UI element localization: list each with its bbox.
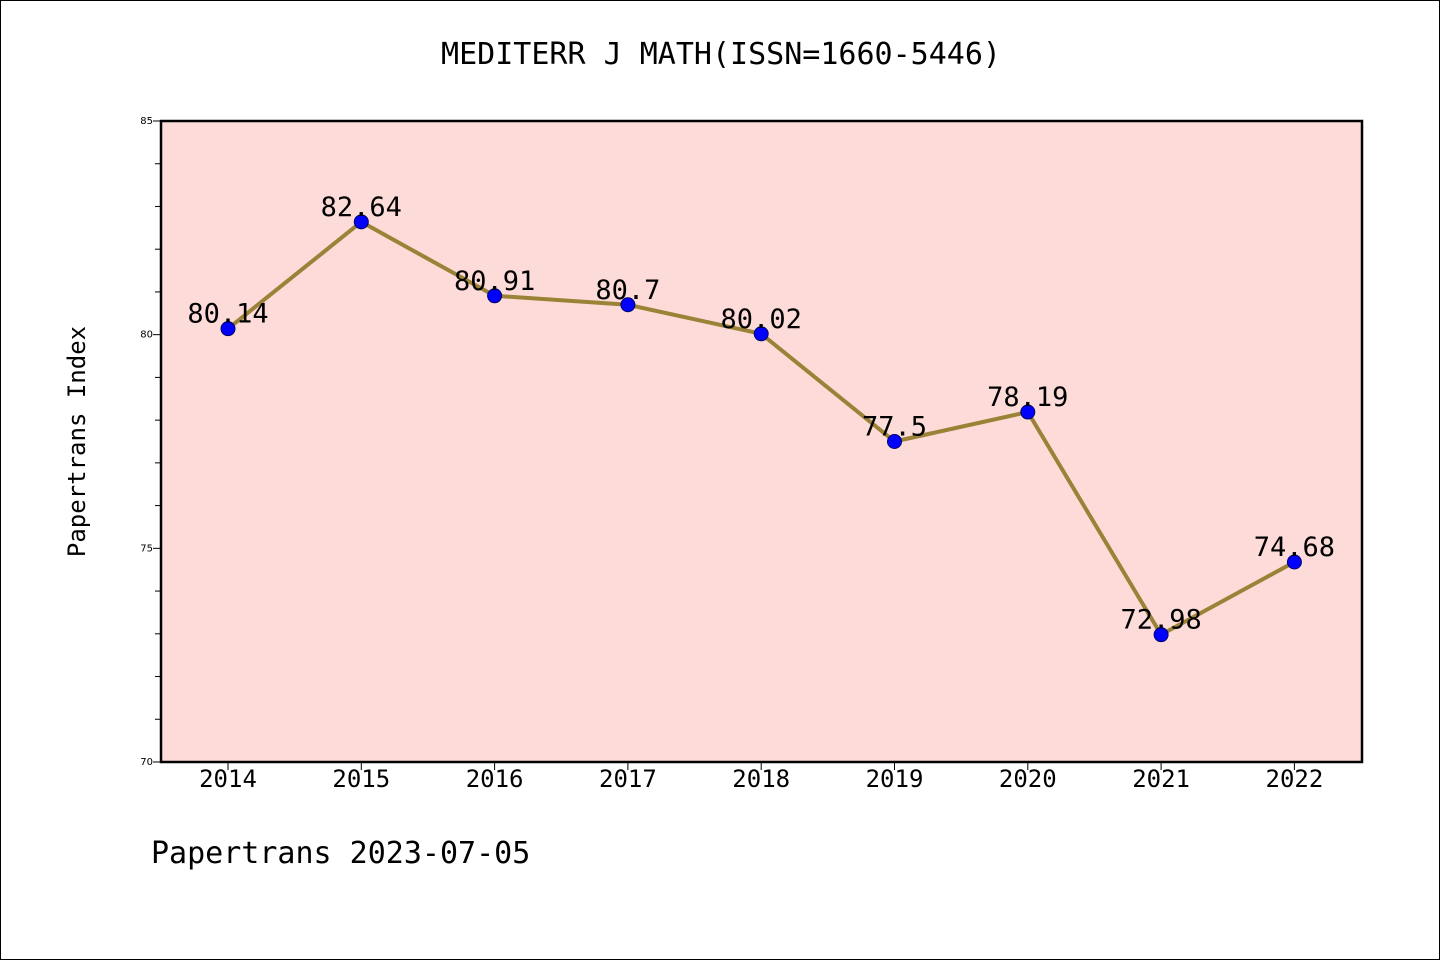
data-point [1020,404,1036,420]
data-label: 80.7 [595,275,660,306]
data-point [487,288,503,304]
x-tick-label: 2019 [866,765,924,793]
footer-date-text: Papertrans 2023-07-05 [151,836,531,871]
data-label: 77.5 [862,412,927,443]
data-label: 80.91 [454,266,535,297]
y-axis-title: Papertrans Index [63,326,91,557]
data-point [1286,554,1302,570]
x-tick-label: 2018 [732,765,790,793]
y-tick-label: 80 [140,330,153,341]
data-label: 72.98 [1120,605,1201,636]
chart-title: MEDITERR J MATH(ISSN=1660-5446) [441,37,1001,72]
data-point [353,214,369,230]
plot-border [159,119,1364,764]
x-tick-label: 2015 [332,765,390,793]
x-tick-label: 2021 [1132,765,1190,793]
data-label: 78.19 [987,382,1068,413]
x-tick-label: 2016 [466,765,524,793]
data-point [620,297,636,313]
data-point [220,321,236,337]
data-label: 80.14 [187,299,268,330]
y-tick-label: 70 [140,757,153,768]
data-label: 82.64 [321,192,402,223]
data-label: 80.02 [721,304,802,335]
x-tick-label: 2014 [199,765,257,793]
data-point [753,326,769,342]
x-tick-label: 2022 [1266,765,1324,793]
data-label: 74.68 [1254,532,1335,563]
y-tick-label: 85 [140,116,153,127]
data-point [887,434,902,449]
data-point [1153,627,1169,643]
x-tick-label: 2020 [999,765,1057,793]
y-tick-label: 75 [140,543,153,554]
x-tick-label: 2017 [599,765,657,793]
